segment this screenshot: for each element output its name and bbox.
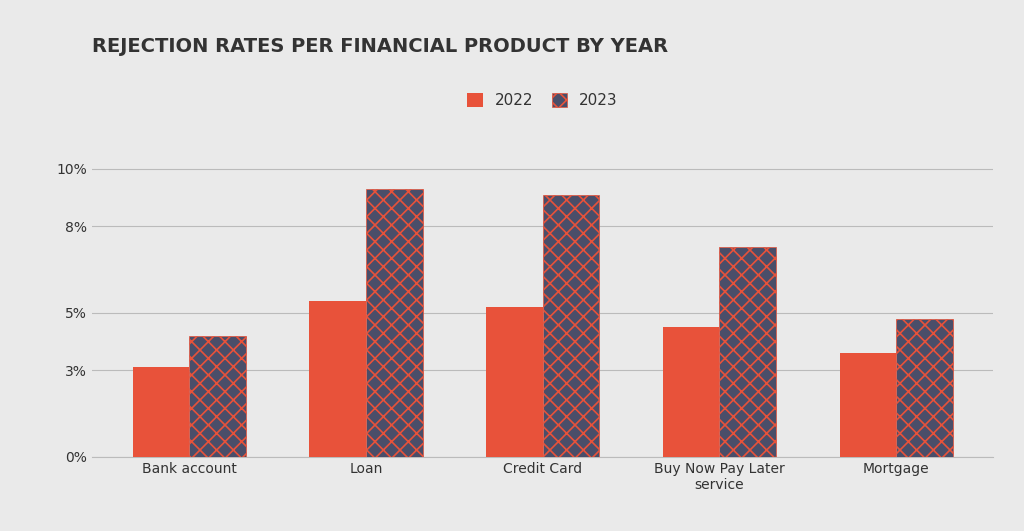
Bar bbox=[896, 319, 952, 457]
Legend: 2022, 2023: 2022, 2023 bbox=[462, 87, 624, 115]
Bar bbox=[133, 367, 189, 457]
Bar bbox=[189, 336, 246, 457]
Text: REJECTION RATES PER FINANCIAL PRODUCT BY YEAR: REJECTION RATES PER FINANCIAL PRODUCT BY… bbox=[92, 37, 669, 56]
Bar bbox=[309, 301, 366, 457]
Bar bbox=[486, 307, 543, 457]
Bar bbox=[366, 189, 423, 457]
Bar bbox=[543, 195, 599, 457]
Bar bbox=[663, 327, 720, 457]
Bar bbox=[840, 353, 896, 457]
Bar bbox=[720, 246, 776, 457]
